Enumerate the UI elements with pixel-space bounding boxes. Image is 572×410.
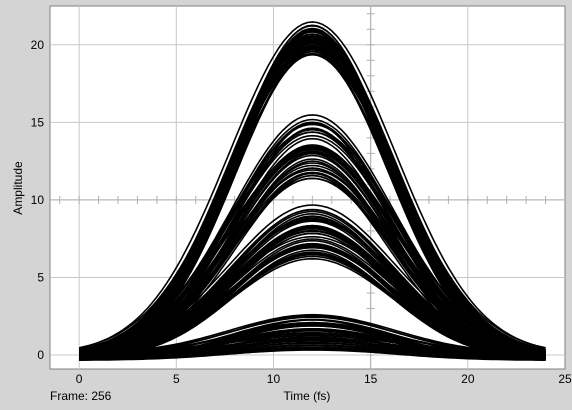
- x-tick-label: 15: [364, 372, 378, 386]
- y-tick-label: 5: [37, 270, 44, 284]
- y-tick-label: 0: [37, 348, 44, 362]
- series-curve: [79, 27, 546, 351]
- series-curve: [79, 324, 546, 359]
- frame-counter: Frame: 256: [50, 389, 112, 403]
- series-curve: [79, 313, 546, 355]
- tick-labels: 0 5 10 15 20 25 0 5 10 15 20: [31, 38, 572, 386]
- series-curve: [79, 21, 546, 349]
- series-curve: [79, 230, 546, 355]
- series-curve: [79, 225, 546, 353]
- x-tick-label: 0: [76, 372, 83, 386]
- series-curve: [79, 44, 546, 353]
- series-curve: [79, 252, 546, 360]
- y-tick-label: 20: [31, 38, 45, 52]
- series-curve: [79, 219, 546, 353]
- series-curve: [79, 167, 546, 353]
- y-axis-label: Amplitude: [11, 161, 25, 215]
- series-curve: [79, 123, 546, 354]
- series-curve: [79, 243, 546, 357]
- series-curves: [79, 21, 546, 361]
- x-tick-label: 5: [173, 372, 180, 386]
- x-tick-label: 25: [558, 372, 572, 386]
- series-curve: [79, 204, 546, 354]
- plot-area[interactable]: [49, 5, 566, 370]
- y-tick-label: 15: [31, 115, 45, 129]
- series-curve: [79, 146, 546, 355]
- series-curve: [79, 151, 546, 354]
- x-tick-label: 10: [267, 372, 281, 386]
- series-curve: [79, 322, 546, 356]
- series-curve: [79, 329, 546, 361]
- series-curve: [79, 47, 546, 352]
- series-curve: [79, 220, 546, 355]
- y-tick-label: 10: [31, 193, 45, 207]
- x-axis-label: Time (fs): [284, 389, 331, 403]
- series-curve: [79, 328, 546, 356]
- series-curve: [79, 29, 546, 358]
- series-curve: [79, 30, 546, 355]
- series-curve: [79, 348, 546, 361]
- x-tick-label: 20: [461, 372, 475, 386]
